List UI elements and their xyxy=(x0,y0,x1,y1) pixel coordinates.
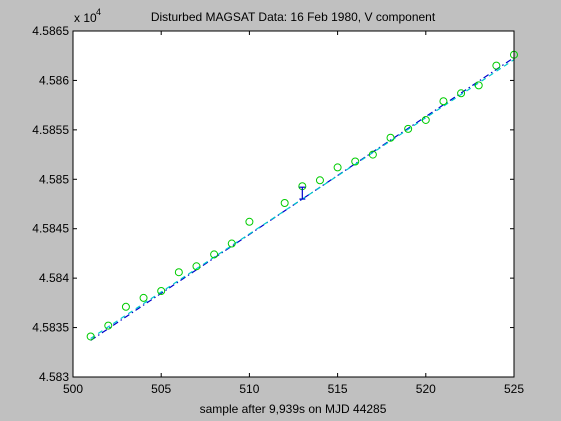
x-tick-label: 525 xyxy=(504,382,524,396)
data-point xyxy=(474,81,483,90)
data-point xyxy=(139,293,148,302)
y-tick-label: 4.584 xyxy=(39,271,69,285)
y-tick-label: 4.5865 xyxy=(32,24,69,38)
data-point xyxy=(227,239,236,248)
data-point xyxy=(386,133,395,142)
data-point xyxy=(457,89,466,98)
y-tick-label: 4.5835 xyxy=(32,321,69,335)
data-point xyxy=(368,150,377,159)
data-point xyxy=(192,262,201,271)
data-point xyxy=(492,61,501,70)
data-point xyxy=(439,97,448,106)
y-tick-label: 4.586 xyxy=(39,73,69,87)
data-point xyxy=(210,250,219,259)
x-tick-label: 500 xyxy=(63,382,83,396)
x-axis-label: sample after 9,939s on MJD 44285 xyxy=(200,402,387,416)
chart-title: Disturbed MAGSAT Data: 16 Feb 1980, V co… xyxy=(151,10,436,24)
y-tick-label: 4.585 xyxy=(39,172,69,186)
data-point xyxy=(174,268,183,277)
data-point xyxy=(280,199,289,208)
data-point xyxy=(104,321,113,330)
y-tick-label: 4.5845 xyxy=(32,222,69,236)
data-point xyxy=(86,332,95,341)
x-axis-ticks: 500 505 510 515 520 525 xyxy=(63,31,524,396)
y-tick-label: 4.583 xyxy=(39,370,69,384)
data-point xyxy=(333,163,342,172)
x-tick-label: 510 xyxy=(239,382,259,396)
plot-frame xyxy=(72,30,515,378)
y-exponent-base: x 10 xyxy=(74,11,97,25)
data-point xyxy=(404,124,413,133)
data-point xyxy=(315,176,324,185)
y-exponent-power: 4 xyxy=(96,7,101,17)
data-point xyxy=(421,115,430,124)
data-point xyxy=(121,302,130,311)
plot-area xyxy=(73,31,514,377)
data-point xyxy=(245,217,254,226)
x-tick-label: 520 xyxy=(416,382,436,396)
data-point xyxy=(351,157,360,166)
x-tick-label: 515 xyxy=(328,382,348,396)
x-tick-label: 505 xyxy=(151,382,171,396)
y-tick-label: 4.5855 xyxy=(32,123,69,137)
data-point xyxy=(157,286,166,295)
